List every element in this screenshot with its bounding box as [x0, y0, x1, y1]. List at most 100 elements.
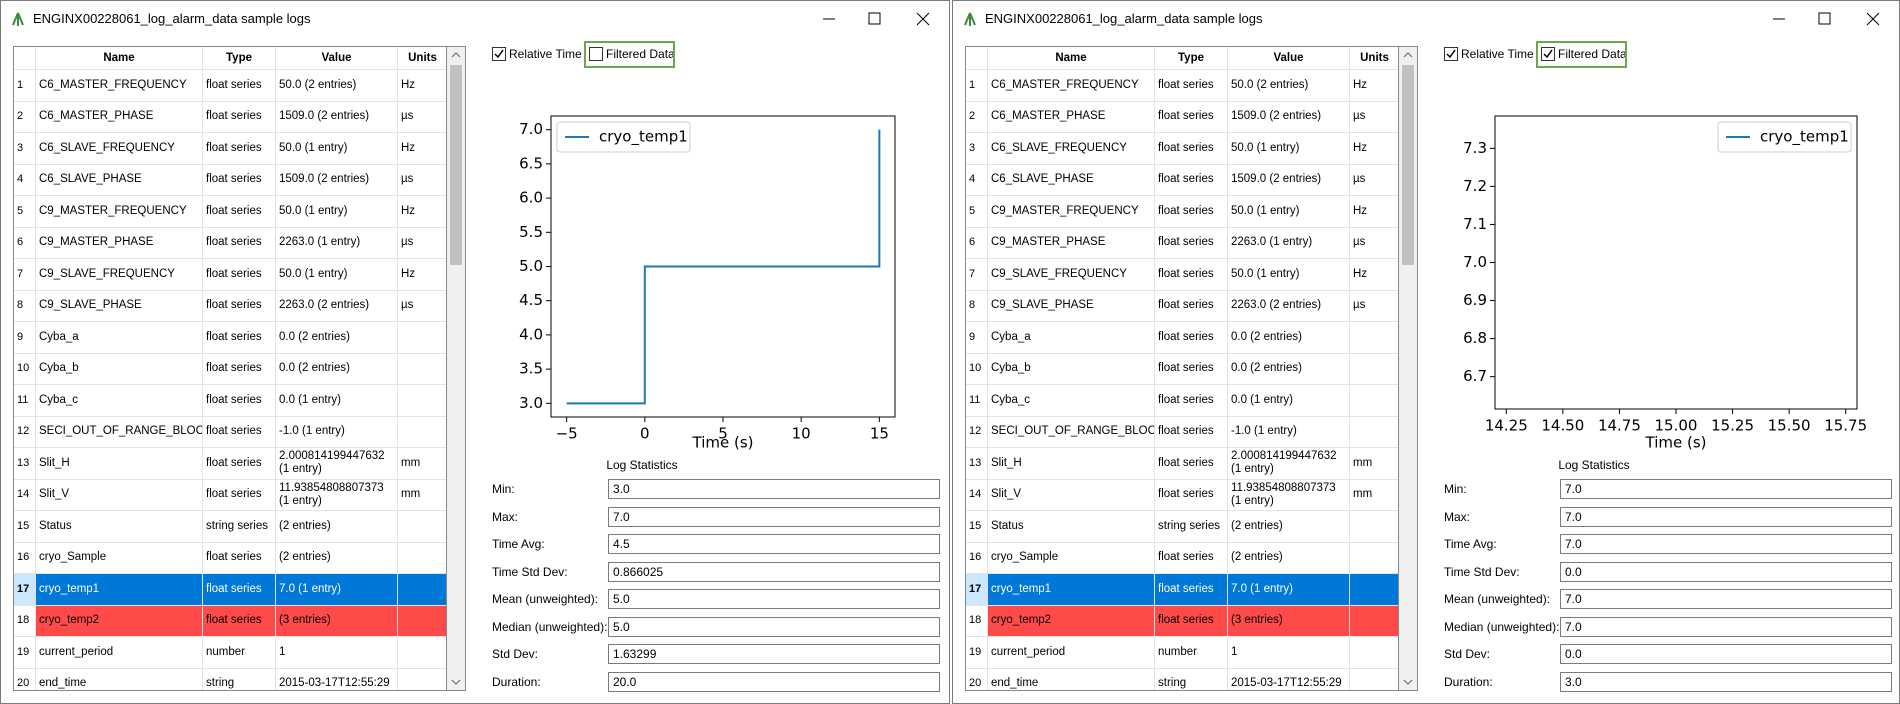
table-cell: mm — [1350, 448, 1398, 480]
scroll-down — [1403, 679, 1413, 685]
x-tick-label: 15.25 — [1711, 417, 1754, 435]
table-cell: float series — [203, 70, 276, 102]
legend-box — [1717, 121, 1852, 153]
table-cell: float series — [203, 227, 276, 259]
table-cell: float series — [1155, 322, 1228, 354]
checkbox[interactable] — [1444, 47, 1458, 61]
scrollbar-thumb — [1402, 65, 1414, 265]
row-number: 19 — [966, 637, 988, 669]
table-cell: float series — [203, 290, 276, 322]
statistics-title: Log Statistics — [1558, 458, 1630, 472]
table-cell: float series — [203, 605, 276, 637]
checkbox[interactable] — [492, 47, 506, 61]
statistic-label: Min: — [492, 482, 515, 496]
statistic-label: Duration: — [492, 674, 541, 689]
table-cell: Hz — [398, 196, 446, 228]
legend-box — [556, 121, 691, 153]
table-cell: 11.93854808807373 (1 entry) — [1228, 479, 1350, 511]
table-cell: C6_MASTER_FREQUENCY — [988, 70, 1155, 102]
app-icon — [964, 12, 976, 26]
row-number: 3 — [966, 133, 988, 165]
table-cell: float series — [203, 133, 276, 165]
checkbox-label: Filtered Data — [606, 47, 675, 61]
table-cell — [398, 385, 446, 417]
table-cell: Status — [36, 511, 203, 543]
statistic-value: 7.0 — [1560, 479, 1892, 499]
row-number: 5 — [966, 196, 988, 228]
checkbox[interactable] — [589, 47, 603, 61]
row-number: 1 — [14, 70, 36, 102]
statistic-label: Time Std Dev: — [492, 564, 568, 579]
statistic-value: 5.0 — [608, 616, 940, 637]
column-header: Type — [203, 47, 276, 70]
table-cell: 2.000814199447632 (1 entry) — [1228, 448, 1350, 480]
chart: 14.25 14.50 14.75 15.00 15.25 15.50 15.75 6.7 6.… — [1444, 70, 1892, 452]
statistic-label: Max: — [1444, 509, 1471, 524]
window-title: ENGINX00228061_log_alarm_data sample log… — [33, 11, 311, 26]
row-number: 16 — [14, 542, 36, 574]
scroll-down — [451, 679, 461, 685]
checkbox[interactable] — [1541, 47, 1555, 61]
x-tick-label: 14.25 — [1485, 417, 1528, 435]
row-number: 17 — [966, 574, 988, 606]
statistic-label: Time Std Dev: — [1444, 564, 1520, 579]
maximize-button[interactable] — [868, 12, 881, 25]
row-number: 9 — [14, 322, 36, 354]
statistic-label: Median (unweighted): — [1444, 619, 1560, 634]
column-header: Units — [398, 47, 446, 70]
row-number: 16 — [966, 542, 988, 574]
table-cell: 2015-03-17T12:55:29 — [1228, 668, 1350, 690]
row-number: 8 — [966, 290, 988, 322]
table-cell: C6_MASTER_PHASE — [36, 101, 203, 133]
scroll-arrows — [451, 52, 461, 685]
row-number: 4 — [14, 164, 36, 196]
table-cell: Cyba_b — [988, 353, 1155, 385]
table-cell: 1509.0 (2 entries) — [276, 164, 398, 196]
row-number: 1 — [966, 70, 988, 102]
row-number: 11 — [966, 385, 988, 417]
maximize-button[interactable] — [1818, 12, 1831, 25]
table-cell: 11.93854808807373 (1 entry) — [276, 479, 398, 511]
app-icon — [12, 12, 24, 26]
column-header: Units — [1350, 47, 1398, 70]
highlight-box — [584, 41, 675, 68]
table-cell: C9_MASTER_PHASE — [988, 227, 1155, 259]
row-number: 4 — [966, 164, 988, 196]
table-cell: 1509.0 (2 entries) — [276, 101, 398, 133]
table-cell — [398, 322, 446, 354]
y-tick-label: 7.3 — [1463, 139, 1487, 157]
checkbox-box — [1444, 47, 1458, 61]
table-cell: C6_SLAVE_PHASE — [988, 164, 1155, 196]
legend-label: cryo_temp1 — [1760, 128, 1849, 147]
row-number: 5 — [14, 196, 36, 228]
legend-label: cryo_temp1 — [599, 128, 688, 147]
row-number: 18 — [14, 605, 36, 637]
table-cell — [398, 605, 446, 637]
table-cell — [1350, 574, 1398, 606]
table-cell: µs — [398, 291, 446, 322]
table-cell: C9_SLAVE_FREQUENCY — [36, 259, 203, 291]
table-cell: float series — [203, 353, 276, 385]
table-cell: 2263.0 (1 entry) — [276, 227, 398, 259]
table-cell: (2 entries) — [1228, 542, 1350, 574]
log-window: ENGINX00228061_log_alarm_data sample log… — [952, 0, 1900, 704]
log-window: ENGINX00228061_log_alarm_data sample log… — [0, 0, 950, 704]
table-cell: float series — [1155, 164, 1228, 196]
table-cell: (3 entries) — [1228, 605, 1350, 637]
table-cell: µs — [1350, 165, 1398, 196]
table-cell: 50.0 (1 entry) — [1228, 196, 1350, 228]
table-cell: µs — [1350, 291, 1398, 322]
row-number: 7 — [966, 259, 988, 291]
close-button[interactable] — [916, 12, 930, 26]
table-cell: cryo_temp1 — [988, 574, 1155, 606]
table-cell: 50.0 (1 entry) — [276, 259, 398, 291]
axes-frame — [550, 115, 896, 418]
table-cell: (2 entries) — [276, 542, 398, 574]
statistic-value: 3.0 — [1560, 671, 1892, 692]
table-cell: Hz — [1350, 259, 1398, 291]
table-cell: Hz — [1350, 196, 1398, 228]
y-tick-label: 4.0 — [519, 325, 543, 343]
table-cell: Hz — [398, 70, 446, 102]
close-button[interactable] — [1866, 12, 1880, 26]
